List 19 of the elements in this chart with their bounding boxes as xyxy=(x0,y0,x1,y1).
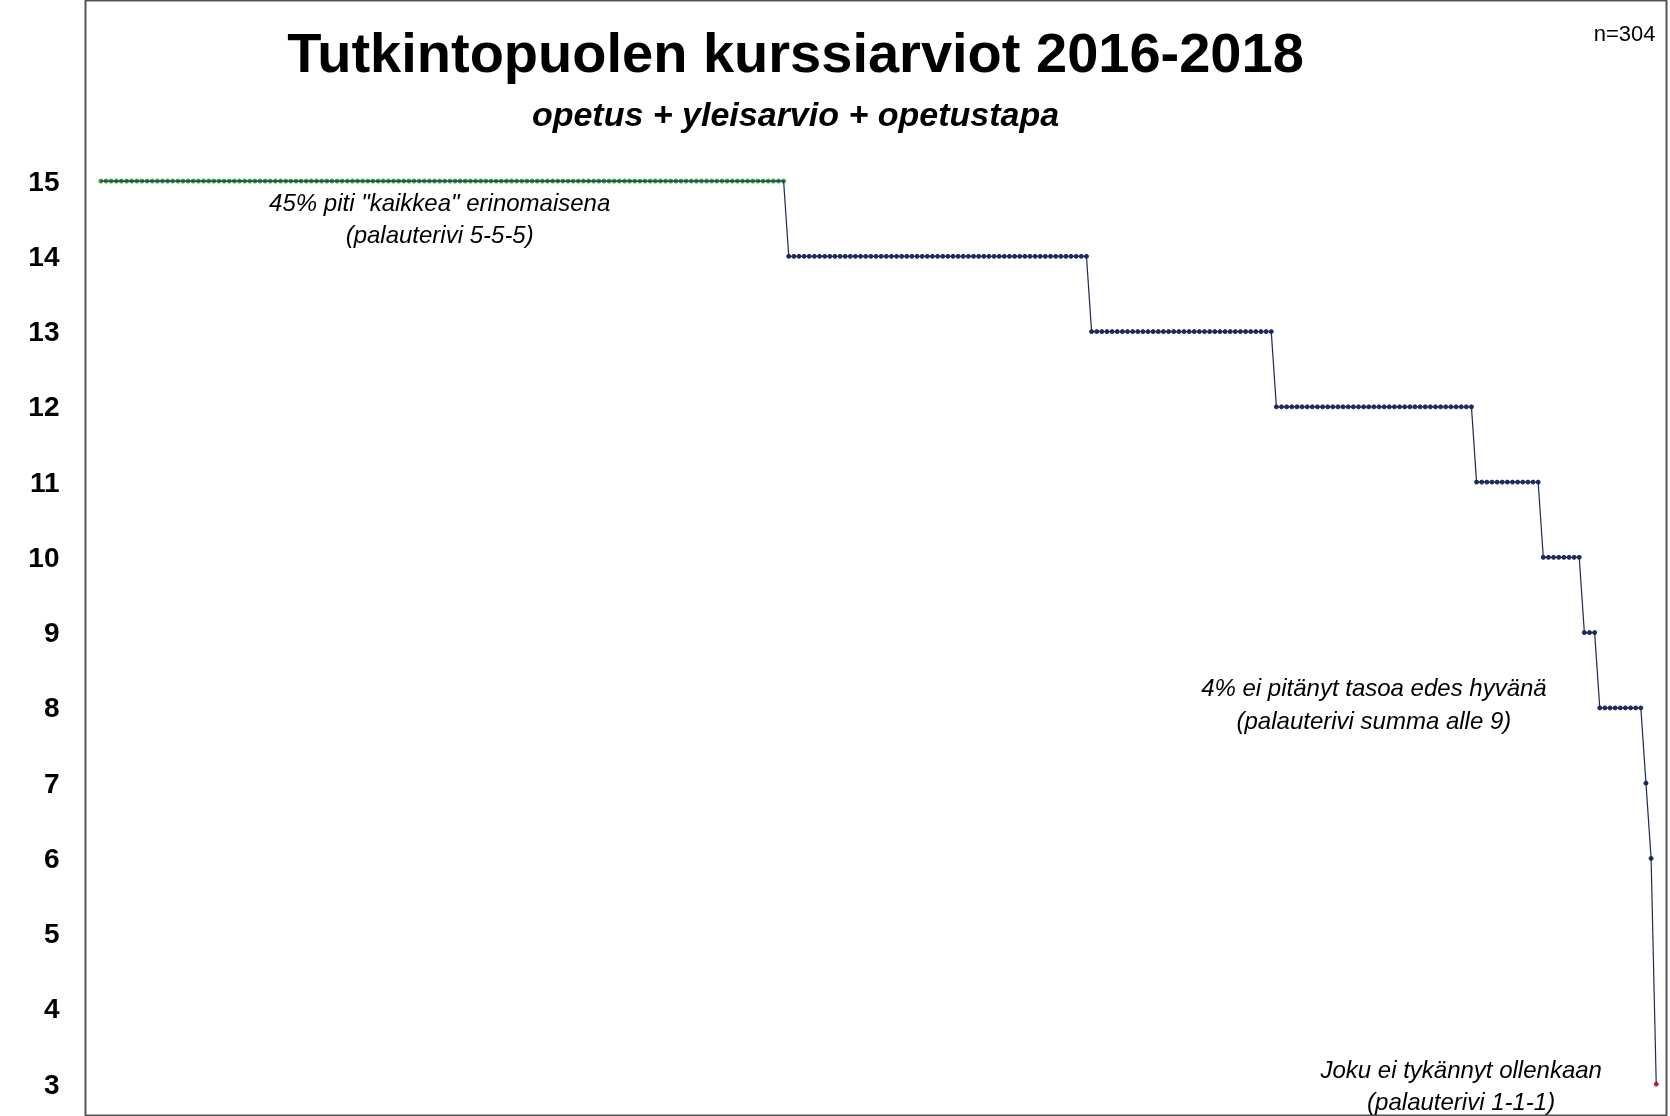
y-tick-label: 4 xyxy=(43,993,60,1025)
y-tick-label: 3 xyxy=(43,1068,60,1100)
y-tick-label: 10 xyxy=(28,541,60,573)
annotation: 4% ei pitänyt tasoa edes hyvänä (palauterivi summa alle 9) xyxy=(1201,674,1547,734)
annotation: Joku ei tykännyt ollenkaan (palauterivi 1-1-1) xyxy=(1319,1055,1602,1116)
y-tick-label: 8 xyxy=(43,692,60,724)
y-tick-label: 5 xyxy=(43,918,60,950)
y-tick-label: 7 xyxy=(43,767,60,799)
y-tick-label: 9 xyxy=(43,617,60,649)
annotation: n=304 xyxy=(1593,21,1656,46)
y-tick-label: 15 xyxy=(28,165,60,197)
text: opetus + yleisarvio + opetustapa xyxy=(531,94,1060,133)
y-tick-label: 12 xyxy=(28,391,60,423)
y-tick-label: 6 xyxy=(43,842,60,874)
annotation: 45% piti "kaikkea" erinomaisena (palauterivi 5-5-5) xyxy=(269,189,611,249)
y-tick-label: 11 xyxy=(29,466,60,498)
y-tick-label: 13 xyxy=(28,316,60,348)
y-tick-label: 14 xyxy=(28,240,60,272)
chart-title: Tutkintopuolen kurssiarviot 2016-2018 xyxy=(287,21,1304,84)
